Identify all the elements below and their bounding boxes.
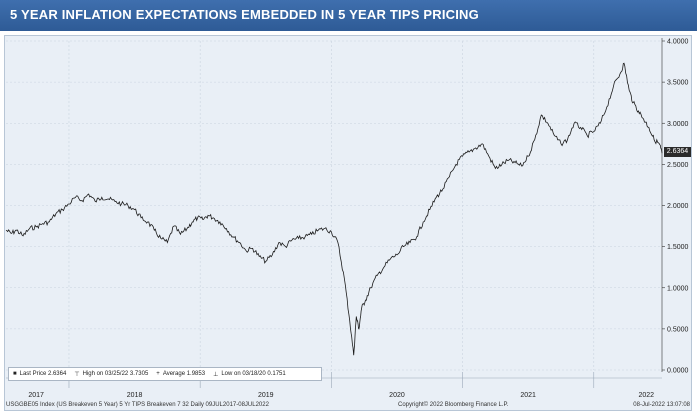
legend-last-price: ■ Last Price 2.6364 — [13, 371, 66, 377]
legend-average-text: Average 1.9853 — [162, 371, 206, 377]
series-layer — [5, 62, 663, 356]
x-tick-label: 2022 — [638, 392, 654, 399]
y-tick-label: 0.5000 — [667, 326, 689, 333]
x-tick-label: 2020 — [389, 392, 405, 399]
series-line — [5, 62, 663, 356]
y-tick-label: 3.5000 — [667, 80, 689, 87]
chart-frame — [4, 35, 692, 411]
footer-copyright: Copyright© 2022 Bloomberg Finance L.P. — [398, 402, 509, 408]
y-tick-label: 2.5000 — [667, 162, 689, 169]
x-tick-label: 2021 — [520, 392, 536, 399]
grid — [6, 40, 662, 371]
chart-legend: ■ Last Price 2.6364 ⊤ High on 03/25/22 3… — [8, 367, 322, 381]
x-tick-label: 2017 — [28, 392, 44, 399]
y-tick-label: 1.5000 — [667, 244, 689, 251]
y-tick-label: 4.0000 — [667, 39, 689, 46]
title-bar: 5 YEAR INFLATION EXPECTATIONS EMBEDDED I… — [0, 0, 697, 31]
chart-title: 5 YEAR INFLATION EXPECTATIONS EMBEDDED I… — [10, 7, 479, 22]
low-marker-icon: ⊥ — [213, 371, 219, 378]
y-tick-label: 3.0000 — [667, 121, 689, 128]
legend-high: ⊤ High on 03/25/22 3.7305 — [74, 371, 148, 378]
legend-low: ⊥ Low on 03/18/20 0.1751 — [213, 371, 286, 378]
average-marker-icon: + — [156, 371, 160, 377]
y-tick-label: 2.0000 — [667, 203, 689, 210]
y-tick-label: 0.0000 — [667, 368, 689, 375]
x-tick-label: 2019 — [258, 392, 274, 399]
y-axis: 4.0000 3.5000 3.0000 2.5000 2.0000 1.5000 1.00… — [661, 38, 689, 375]
legend-low-text: Low on 03/18/20 0.1751 — [221, 371, 286, 377]
chart-footer: USGGBE05 Index (US Breakeven 5 Year) 5 Y… — [6, 402, 692, 412]
high-marker-icon: ⊤ — [74, 371, 80, 378]
legend-high-text: High on 03/25/22 3.7305 — [82, 371, 149, 377]
x-tick-label: 2018 — [127, 392, 143, 399]
legend-average: + Average 1.9853 — [156, 371, 205, 377]
last-value-label: 2.6364 — [664, 147, 691, 157]
y-tick-label: 1.0000 — [667, 285, 689, 292]
footer-timestamp: 08-Jul-2022 13:07:08 — [633, 402, 690, 408]
square-icon: ■ — [13, 371, 17, 377]
legend-last-price-text: Last Price 2.6364 — [19, 371, 67, 377]
footer-source: USGGBE05 Index (US Breakeven 5 Year) 5 Y… — [6, 402, 269, 408]
